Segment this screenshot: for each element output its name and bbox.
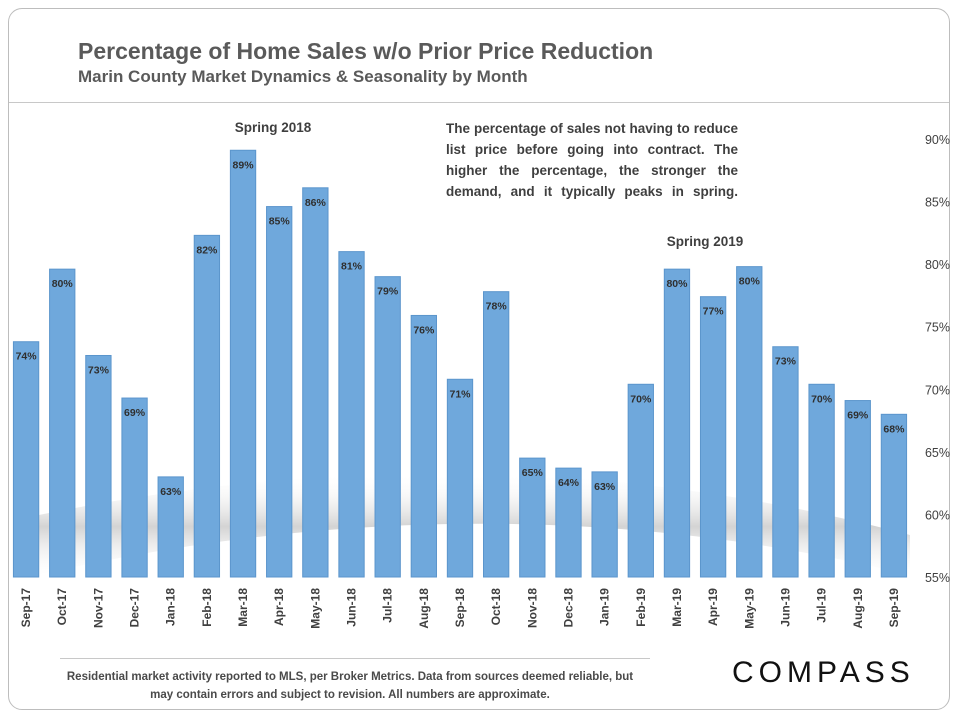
y-tick-label: 85%: [925, 196, 950, 210]
data-label: 89%: [233, 159, 255, 171]
x-tick-label: Oct-18: [489, 588, 503, 626]
x-axis-tick-labels: Sep-17 Oct-17 Nov-17 Dec-17 Jan-18 Feb-18 Mar-…: [19, 588, 901, 629]
data-label: 63%: [160, 486, 182, 498]
data-label: 80%: [666, 278, 688, 290]
bar-jan-19: [591, 471, 618, 578]
data-label: 86%: [305, 197, 327, 209]
y-tick-label: 55%: [925, 571, 950, 585]
x-tick-label: Jul-18: [381, 588, 395, 623]
y-tick-label: 70%: [925, 383, 950, 397]
bar-oct-18: [483, 291, 510, 578]
bar-jul-19: [808, 383, 835, 578]
bar-mar-18: [229, 149, 257, 578]
bar-dec-18: [555, 467, 582, 578]
footer-divider: [60, 658, 650, 659]
chart-annotation-box: The percentage of sales not having to re…: [438, 116, 746, 204]
bar-nov-18: [519, 457, 546, 578]
x-tick-label: Jun-19: [778, 588, 792, 627]
data-label: 71%: [449, 388, 471, 400]
season-annotation: Spring 2018: [235, 120, 312, 135]
data-label: 80%: [52, 278, 74, 290]
x-tick-label: Aug-19: [851, 588, 865, 629]
data-label: 73%: [88, 364, 110, 376]
x-tick-label: Feb-19: [634, 588, 648, 627]
data-label: 70%: [630, 393, 652, 405]
season-annotation: Spring 2019: [667, 234, 744, 249]
bar-feb-19: [627, 383, 654, 578]
bar-sep-19: [880, 413, 908, 578]
x-tick-label: Apr-18: [272, 588, 286, 626]
x-tick-label: Aug-18: [417, 588, 431, 629]
x-tick-label: Apr-19: [706, 588, 720, 626]
data-label: 69%: [847, 410, 869, 422]
bar-may-19: [736, 266, 763, 578]
data-label: 85%: [269, 216, 291, 228]
data-label: 82%: [196, 244, 218, 256]
bar-aug-18: [410, 314, 437, 578]
chart-annotations: Spring 2018 Spring 2019: [235, 120, 744, 249]
y-tick-label: 80%: [925, 258, 950, 272]
y-axis-tick-labels: 55% 60% 65% 70% 75% 80% 85% 90%: [925, 133, 950, 585]
chart-title: Percentage of Home Sales w/o Prior Price…: [78, 38, 654, 64]
data-label: 76%: [413, 324, 435, 336]
bar-dec-17: [121, 397, 148, 578]
x-tick-label: Sep-17: [19, 588, 33, 628]
x-tick-label: Sep-18: [453, 588, 467, 628]
data-label: 68%: [883, 423, 905, 435]
x-tick-label: Jun-18: [345, 588, 359, 627]
data-label: 73%: [775, 356, 797, 368]
bar-feb-18: [193, 234, 221, 578]
compass-logo: COMPASS: [732, 656, 915, 689]
bar-jan-18: [157, 476, 184, 578]
bar-may-18: [302, 187, 329, 578]
x-tick-label: Mar-19: [670, 588, 684, 627]
bar-apr-19: [699, 296, 727, 578]
x-tick-label: Dec-18: [561, 588, 575, 628]
x-tick-label: Sep-19: [887, 588, 901, 628]
x-tick-label: Mar-18: [236, 588, 250, 627]
bar-mar-19: [663, 268, 691, 578]
bar-nov-17: [85, 354, 112, 578]
data-label: 70%: [811, 393, 833, 405]
x-tick-label: Nov-17: [91, 588, 105, 628]
chart-subtitle: Marin County Market Dynamics & Seasonali…: [78, 67, 528, 86]
bar-apr-18: [266, 206, 293, 578]
bar-oct-17: [49, 268, 76, 578]
bar-series: [12, 149, 908, 578]
x-tick-label: Oct-17: [55, 588, 69, 626]
x-tick-label: Dec-17: [128, 588, 142, 628]
x-tick-label: Jul-19: [815, 588, 829, 623]
bar-sep-17: [12, 341, 40, 578]
x-tick-label: Nov-18: [525, 588, 539, 628]
x-tick-label: Feb-18: [200, 588, 214, 627]
data-label: 63%: [594, 481, 616, 493]
data-label: 69%: [124, 407, 146, 419]
slide-frame: [8, 8, 950, 710]
x-tick-label: Jan-18: [164, 588, 178, 626]
data-label: 65%: [522, 467, 544, 479]
data-label: 81%: [341, 261, 363, 273]
title-divider: [9, 102, 949, 103]
data-label: 74%: [16, 351, 38, 363]
x-tick-label: May-18: [308, 588, 322, 629]
data-label: 79%: [377, 286, 399, 298]
footnote: Residential market activity reported to …: [66, 671, 634, 701]
bar-sep-18: [446, 378, 474, 578]
x-tick-label: Jan-19: [598, 588, 612, 626]
data-label: 64%: [558, 477, 580, 489]
data-labels: 74% 80% 73% 69% 63% 82% 89% 85% 86% 81% 79% 76% 71% 7…: [16, 159, 906, 498]
bar-jun-19: [772, 346, 799, 578]
y-tick-label: 60%: [925, 508, 950, 522]
data-label: 78%: [486, 301, 508, 313]
bar-aug-19: [844, 400, 871, 578]
y-tick-label: 65%: [925, 446, 950, 460]
x-tick-label: May-19: [742, 588, 756, 629]
y-tick-label: 90%: [925, 133, 950, 147]
bar-jul-18: [374, 276, 401, 578]
data-label: 80%: [739, 276, 761, 288]
data-label: 77%: [703, 306, 725, 318]
bar-jun-18: [338, 251, 365, 578]
y-tick-label: 75%: [925, 321, 950, 335]
